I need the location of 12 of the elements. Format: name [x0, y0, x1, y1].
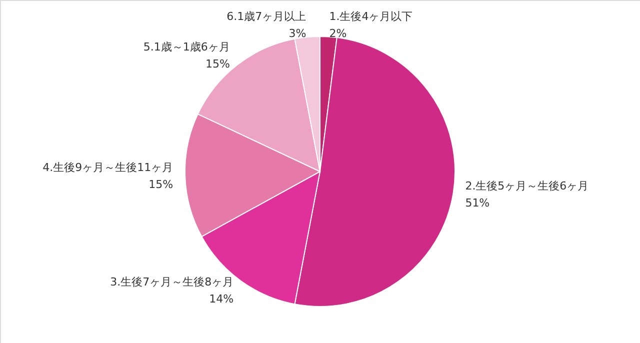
data-label: 15% [205, 57, 230, 70]
slice-label: 2.生後5ヶ月～生後6ヶ月 [465, 179, 589, 192]
data-label: 2% [329, 26, 347, 40]
data-label: 51% [465, 196, 490, 210]
data-label: 14% [209, 292, 234, 306]
slice-label: 6.1歳7ヶ月以上 [226, 10, 306, 24]
slice-label: 4.生後9ヶ月～生後11ヶ月 [42, 161, 174, 174]
data-label: 3% [288, 27, 306, 40]
slice-label: 3.生後7ヶ月～生後8ヶ月 [110, 275, 234, 288]
slice-label: 1.生後4ヶ月以下 [329, 10, 413, 23]
slice-label: 5.1歳～1歳6ヶ月 [143, 40, 230, 54]
data-label: 15% [148, 178, 174, 192]
